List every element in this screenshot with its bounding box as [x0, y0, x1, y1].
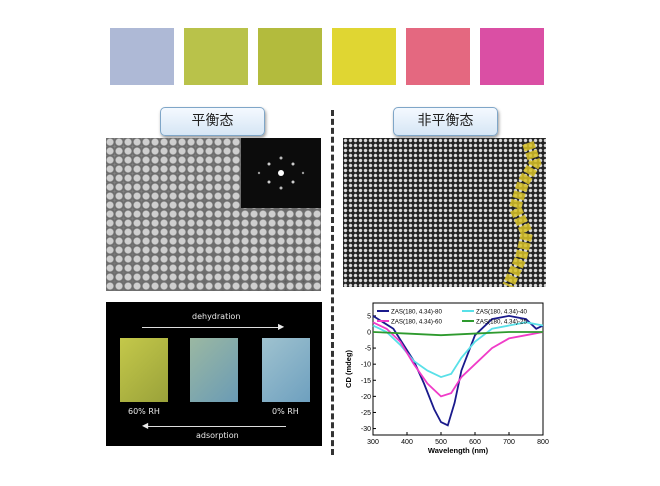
sample-mid [190, 338, 238, 402]
dehydration-arrow [142, 327, 282, 328]
series-line [372, 321, 544, 379]
y-tick-label: 5 [367, 313, 371, 320]
y-tick-label: -10 [361, 362, 371, 369]
x-tick-label: 500 [435, 439, 447, 446]
x-tick-label: 600 [469, 439, 481, 446]
dehydration-label: dehydration [192, 312, 241, 321]
color-swatch-olive [258, 28, 322, 85]
humidity-photo-panel: dehydration ▶ 60% RH 0% RH ◀ adsorption [106, 302, 322, 446]
color-swatch-yellow [332, 28, 396, 85]
x-axis-label: Wavelength (nm) [428, 446, 489, 455]
color-swatch-yellowgreen [184, 28, 248, 85]
cd-chart: 300 400 500 600 700 800 5 0 -5 -10 -15 -20 -25 -30 Wav… [343, 297, 553, 455]
color-swatch-magenta [480, 28, 544, 85]
legend-label: ZAS(180, 4.34)-25 [476, 319, 527, 326]
rh-60-label: 60% RH [128, 407, 160, 416]
plot-frame [372, 302, 544, 436]
x-tick-label: 300 [367, 439, 379, 446]
legend-label: ZAS(180, 4.34)-40 [476, 309, 527, 316]
y-tick-label: 0 [367, 329, 371, 336]
color-swatch-red [406, 28, 470, 85]
sample-0rh [262, 338, 310, 402]
arrow-right-icon: ▶ [278, 322, 285, 331]
sample-60rh [120, 338, 168, 402]
y-tick-label: -20 [361, 394, 371, 401]
adsorption-arrow [146, 426, 286, 427]
series-line [372, 331, 543, 337]
equilibrium-label: 平衡态 [160, 107, 265, 136]
cd-chart-svg: 300 400 500 600 700 800 5 0 -5 -10 -15 -20 -25 -30 Wav… [344, 302, 549, 455]
adsorption-label: adsorption [196, 431, 239, 440]
y-tick-label: -25 [361, 410, 371, 417]
fft-inset [241, 138, 321, 208]
y-axis-label: CD (mdeg) [344, 350, 353, 388]
x-tick-label: 400 [401, 439, 413, 446]
legend-label: ZAS(180, 4.34)-60 [391, 319, 442, 326]
yellow-chain-overlay [502, 141, 542, 287]
arrow-left-icon: ◀ [142, 421, 149, 430]
tem-image [343, 138, 546, 287]
color-swatch-blue [110, 28, 174, 85]
x-tick-label: 700 [503, 439, 515, 446]
x-tick-label: 800 [537, 439, 549, 446]
y-tick-label: -15 [361, 378, 371, 385]
legend-label: ZAS(180, 4.34)-80 [391, 309, 442, 316]
y-tick-label: -5 [365, 346, 371, 353]
series-line [372, 321, 544, 398]
rh-0-label: 0% RH [272, 407, 299, 416]
dashed-divider [331, 110, 334, 455]
sem-image [106, 138, 321, 291]
series-line [372, 314, 544, 427]
fft-pattern [257, 156, 305, 190]
y-tick-label: -30 [361, 426, 371, 433]
nonequilibrium-label: 非平衡态 [393, 107, 498, 136]
